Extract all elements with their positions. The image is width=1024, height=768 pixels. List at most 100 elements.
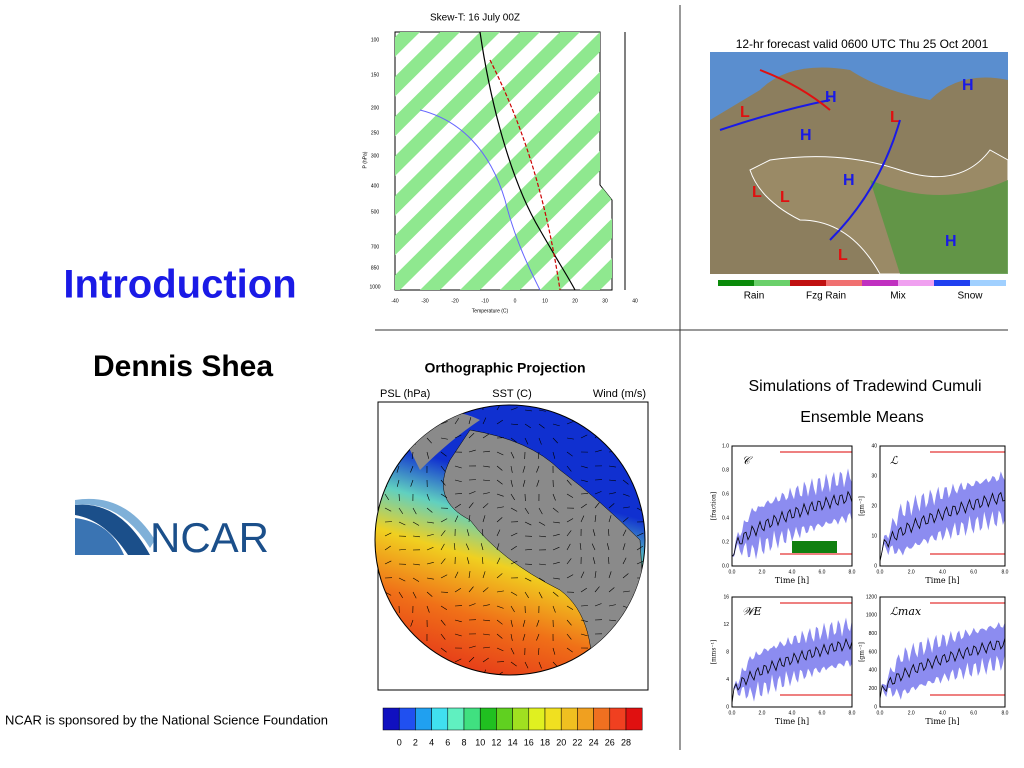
stripe [460, 32, 612, 290]
temp-label: -10 [481, 298, 488, 304]
colorbar-swatch [609, 707, 627, 731]
cumuli-subtitle: Ensemble Means [800, 409, 924, 426]
colorbar-label: 26 [605, 737, 615, 747]
wind-arrow [440, 465, 446, 472]
legend-swatch [826, 280, 838, 286]
wind-arrow [580, 479, 588, 482]
wind-arrow [398, 521, 406, 526]
stripe [395, 32, 580, 290]
wind-arrow [607, 529, 610, 537]
ortho-label: SST (C) [492, 388, 532, 400]
wind-arrow [622, 543, 626, 551]
colorbar-swatch [528, 707, 546, 731]
temp-label: -20 [451, 298, 458, 304]
legend-swatch [922, 280, 934, 286]
y-tick-label: 30 [871, 473, 877, 479]
forecast-title: 12-hr forecast valid 0600 UTC Thu 25 Oct… [736, 37, 989, 51]
stripe [0, 32, 220, 290]
wind-arrow [552, 647, 556, 655]
panel-frame [731, 445, 853, 567]
wind-arrow [426, 437, 432, 444]
panel-name: ℒ [890, 454, 899, 467]
wind-arrow [480, 543, 484, 551]
wind-arrow [510, 465, 513, 473]
temp-label: 20 [572, 298, 578, 304]
stripe [20, 32, 300, 290]
y-tick-label: 0.8 [722, 467, 729, 473]
wind-arrow [398, 577, 406, 582]
skewt-plot: Skew-T: 16 July 00Z Temperature (C) P (h… [0, 13, 626, 314]
panel-name: ℒmax [890, 605, 922, 618]
wind-arrow [566, 633, 572, 640]
wind-arrow [636, 545, 644, 551]
wind-arrow [426, 546, 434, 551]
pressure-label: 700 [371, 244, 380, 250]
x-label: Time [h] [925, 576, 959, 585]
wind-arrow [412, 507, 417, 515]
x-tick-label: 8.0 [1002, 569, 1009, 575]
x-label: Time [h] [925, 717, 959, 726]
colorbar-label: 16 [524, 737, 534, 747]
wind-arrow [538, 507, 543, 515]
legend-swatch [754, 280, 766, 286]
wind-arrow [426, 577, 434, 580]
wind-arrow [592, 529, 596, 537]
wind-arrow [396, 479, 400, 487]
wind-arrow [536, 633, 540, 641]
ensemble-band [732, 468, 852, 560]
wind-arrow [524, 409, 532, 412]
wind-arrow [608, 619, 616, 622]
wind-arrow [538, 409, 546, 412]
wind-arrow [411, 451, 414, 459]
x-tick-label: 2.0 [759, 569, 766, 575]
svg-text:H: H [962, 77, 974, 94]
x-label: Time [h] [775, 576, 809, 585]
wind-arrow [580, 434, 588, 439]
colorbar-swatch [447, 707, 465, 731]
wind-arrow [426, 562, 434, 565]
wind-arrow [608, 492, 616, 495]
pressure-label: 200 [371, 105, 380, 111]
panel-frame [879, 596, 1006, 708]
y-tick-label: 16 [723, 594, 729, 600]
wind-arrow [536, 619, 540, 627]
wind-arrow [622, 557, 627, 565]
legend-swatch [850, 280, 862, 286]
wind-arrow [538, 535, 546, 538]
wind-arrow [454, 417, 460, 425]
wind-arrow [412, 521, 420, 526]
panel-name: 𝒲E [742, 605, 762, 618]
wind-arrow [524, 423, 531, 429]
wind-arrow [608, 515, 612, 523]
wind-arrow [580, 571, 585, 579]
wind-arrow [579, 543, 582, 551]
wind-arrow [622, 506, 630, 509]
wind-arrow [566, 421, 574, 425]
wind-arrow [410, 479, 414, 487]
colorbar-label: 4 [429, 737, 434, 747]
ensemble-band [880, 621, 1005, 700]
svg-text:L: L [780, 189, 790, 206]
wind-arrow [606, 543, 610, 551]
wind-arrow [594, 491, 602, 495]
stripe [0, 32, 260, 290]
legend-label: Rain [744, 291, 765, 302]
wind-arrow [566, 574, 574, 579]
wind-arrow [537, 451, 540, 459]
colorbar-label: 0 [397, 737, 402, 747]
x-tick-label: 4.0 [939, 569, 946, 575]
y-tick-label: 8 [726, 649, 729, 655]
legend-swatch [910, 280, 922, 286]
temp-label: 40 [632, 298, 638, 304]
wind-arrow [482, 465, 490, 468]
wind-arrow [384, 507, 392, 512]
wind-arrow [496, 590, 504, 593]
legend-label: Snow [957, 291, 983, 302]
legend-label: Mix [890, 291, 906, 302]
wind-arrow [622, 479, 629, 485]
wind-arrow [482, 633, 490, 636]
wind-arrow [465, 543, 470, 551]
x-label: Time [h] [775, 717, 809, 726]
wind-arrow [496, 573, 503, 579]
